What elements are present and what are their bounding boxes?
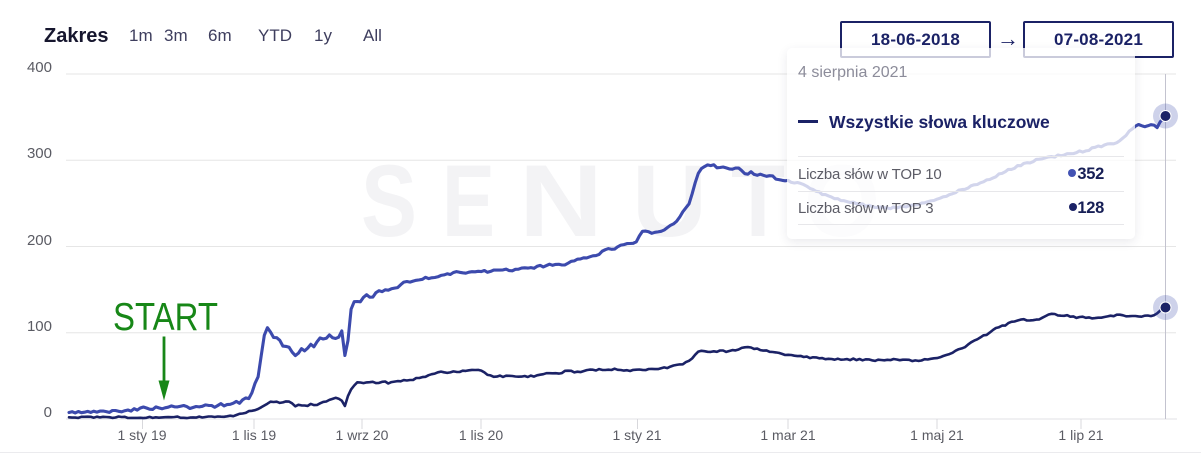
svg-text:T: T [731, 144, 785, 258]
svg-text:E: E [442, 144, 495, 258]
svg-text:U: U [632, 144, 707, 258]
svg-text:START: START [113, 294, 218, 338]
svg-text:N: N [519, 144, 603, 258]
svg-text:S: S [361, 144, 417, 258]
